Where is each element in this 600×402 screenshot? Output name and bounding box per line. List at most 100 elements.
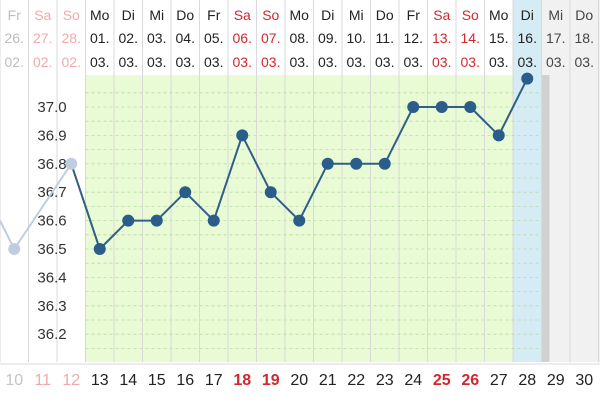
faded-data-point xyxy=(8,243,21,255)
month-label: 02. xyxy=(62,54,81,70)
weekday-label: Mo xyxy=(90,7,110,23)
date-header: Fr 26. 02. Sa 27. 02. So 28. 02. Mo 01. 03. Di 02. 03.… xyxy=(5,7,594,70)
weekday-label: Mi xyxy=(548,7,563,23)
date-label: 08. xyxy=(290,30,309,46)
date-label: 26. xyxy=(5,30,24,46)
cycle-day-label: 18 xyxy=(233,372,251,389)
month-label: 03. xyxy=(546,54,565,70)
data-point xyxy=(521,72,534,85)
date-label: 27. xyxy=(33,30,52,46)
date-label: 12. xyxy=(404,30,423,46)
line-segment xyxy=(497,78,529,136)
data-point xyxy=(93,243,106,255)
date-label: 16. xyxy=(518,30,537,46)
weekday-label: Di xyxy=(521,7,534,23)
selected-day-band xyxy=(513,0,542,362)
month-label: 03. xyxy=(176,54,195,70)
weekday-label: Do xyxy=(176,7,194,23)
month-label: 03. xyxy=(432,54,451,70)
y-tick-label: 36.4 xyxy=(37,269,66,286)
weekday-label: Fr xyxy=(8,7,22,23)
line-segment xyxy=(156,191,186,222)
faded-data-point xyxy=(65,157,78,170)
date-label: 17. xyxy=(546,30,565,46)
weekday-label: Sa xyxy=(234,7,251,23)
line-segment xyxy=(298,163,329,222)
line-segment xyxy=(184,191,215,222)
cycle-day-label: 15 xyxy=(148,372,166,389)
cycle-day-label: 16 xyxy=(176,372,194,389)
month-label: 03. xyxy=(404,54,423,70)
date-label: 13. xyxy=(432,30,451,46)
cycle-day-label: 10 xyxy=(5,372,23,389)
weekday-label: Do xyxy=(575,7,593,23)
data-point xyxy=(264,186,277,199)
line-segment xyxy=(383,106,415,165)
y-tick-label: 37.0 xyxy=(37,99,66,116)
weekday-label: So xyxy=(262,7,279,23)
date-label: 05. xyxy=(204,30,223,46)
line-segment xyxy=(70,163,101,250)
weekday-label: Di xyxy=(321,7,334,23)
date-label: 28. xyxy=(62,30,81,46)
cycle-day-label: 17 xyxy=(205,372,223,389)
month-label: 03. xyxy=(119,54,138,70)
data-point xyxy=(179,186,192,199)
cycle-day-label: 11 xyxy=(34,372,51,389)
date-label: 11. xyxy=(376,30,394,46)
weekday-label: Do xyxy=(376,7,394,23)
line-segment xyxy=(212,135,244,221)
cycle-day-label: 21 xyxy=(319,372,337,389)
data-point xyxy=(492,129,505,142)
month-label: 03. xyxy=(375,54,394,70)
line-segment xyxy=(99,219,129,250)
month-label: 03. xyxy=(318,54,337,70)
month-label: 03. xyxy=(489,54,508,70)
weekday-label: So xyxy=(63,7,80,23)
cycle-day-label: 24 xyxy=(404,372,422,389)
data-point xyxy=(293,214,306,227)
data-point xyxy=(236,129,249,142)
cycle-day-label: 22 xyxy=(347,372,365,389)
data-point xyxy=(378,157,391,170)
line-segment xyxy=(469,106,500,137)
month-label: 03. xyxy=(204,54,223,70)
cycle-day-label: 19 xyxy=(262,372,280,389)
data-point xyxy=(122,214,135,227)
date-label: 01. xyxy=(90,30,109,46)
cycle-day-label: 27 xyxy=(490,372,508,389)
date-label: 03. xyxy=(147,30,166,46)
y-tick-label: 36.9 xyxy=(37,127,66,144)
y-tick-label: 36.6 xyxy=(37,213,66,230)
data-point xyxy=(407,101,420,113)
data-point xyxy=(464,101,477,113)
line-segment xyxy=(241,134,272,193)
weekday-label: So xyxy=(462,7,479,23)
weekday-label: Sa xyxy=(34,7,51,23)
month-label: 03. xyxy=(90,54,109,70)
data-point xyxy=(321,157,334,170)
month-label: 03. xyxy=(461,54,480,70)
month-label: 03. xyxy=(147,54,166,70)
month-label: 03. xyxy=(233,54,252,70)
cycle-day-label: 23 xyxy=(376,372,394,389)
faded-line-segment xyxy=(13,163,73,250)
cycle-day-label: 14 xyxy=(119,372,137,389)
cycle-day-label: 28 xyxy=(518,372,536,389)
cycle-day-label: 20 xyxy=(290,372,308,389)
data-point xyxy=(350,157,363,170)
date-label: 09. xyxy=(318,30,337,46)
y-tick-label: 36.8 xyxy=(37,156,66,173)
month-label: 02. xyxy=(5,54,24,70)
data-point xyxy=(207,214,220,227)
month-label: 03. xyxy=(261,54,280,70)
date-label: 15. xyxy=(489,30,508,46)
date-label: 07. xyxy=(261,30,280,46)
cycle-day-label: 29 xyxy=(547,372,565,389)
cycle-day-label: 26 xyxy=(461,372,479,389)
temperature-series xyxy=(0,72,534,255)
weekday-label: Sa xyxy=(433,7,450,23)
month-label: 03. xyxy=(575,54,594,70)
date-label: 02. xyxy=(119,30,138,46)
